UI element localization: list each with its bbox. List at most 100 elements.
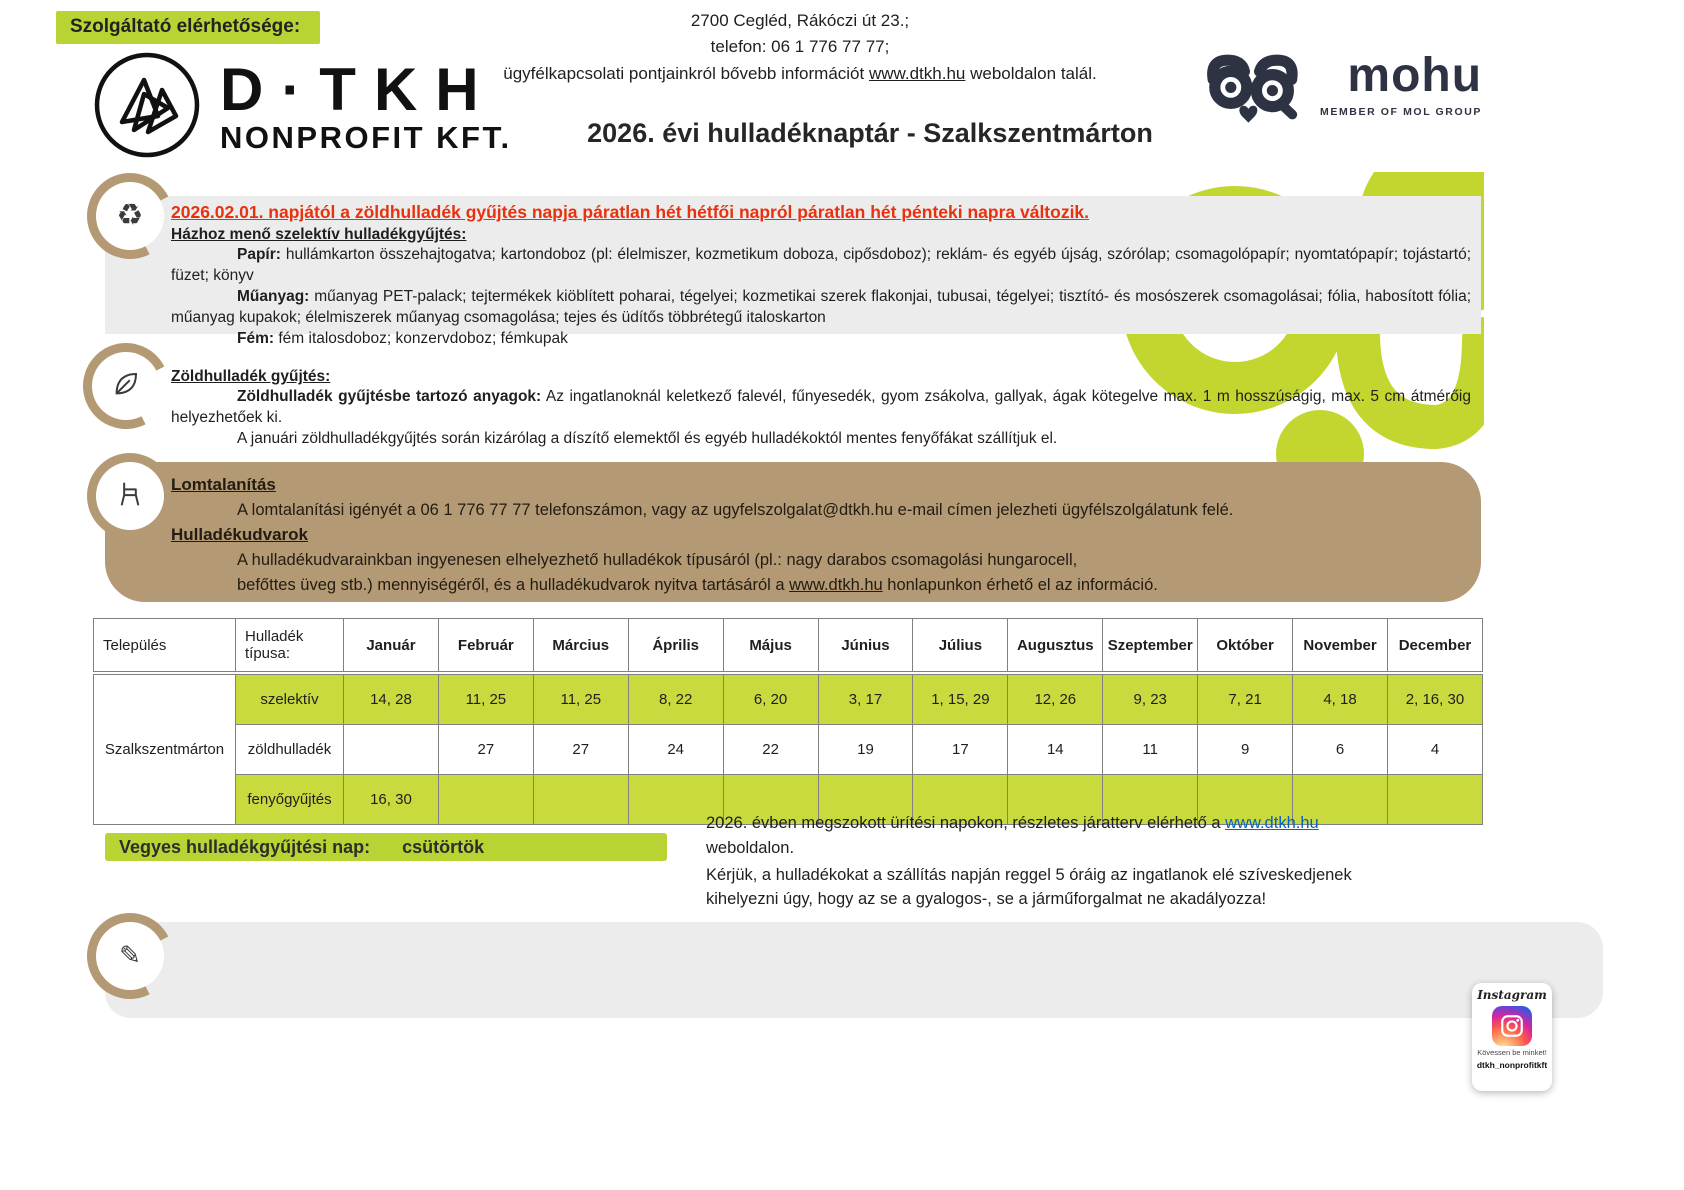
dtkh-logo-title: D·TKH [220, 55, 497, 123]
mohu-owl-icon [1202, 52, 1306, 131]
paper-text: hullámkarton összehajtogatva; kartondobo… [171, 246, 1471, 284]
waste-yards-heading: Hulladékudvarok [171, 525, 308, 545]
chair-medallion [102, 468, 158, 524]
recycle-medallion: ♻ [102, 188, 158, 244]
date-cell: 19 [817, 724, 914, 775]
green-waste-change-alert: 2026.02.01. napjától a zöldhulladék gyűj… [171, 202, 1090, 222]
recycle-icon: ♻ [116, 198, 144, 233]
metal-text: fém italosdoboz; konzervdoboz; fémkupak [274, 330, 568, 348]
date-cell: 11, 25 [437, 672, 534, 725]
provider-info-line: ügyfélkapcsolati pontjainkról bővebb inf… [180, 61, 1420, 87]
date-cell: 6, 20 [722, 672, 819, 725]
mixed-waste-day-bar: Vegyes hulladékgyűjtési nap: csütörtök [105, 833, 667, 861]
plastic-text: műanyag PET-palack; tejtermékek kiöblíte… [171, 288, 1471, 326]
date-cell [912, 774, 1009, 825]
col-header-month: November [1292, 618, 1388, 675]
provider-address: 2700 Cegléd, Rákóczi út 23.; [690, 11, 910, 30]
instagram-icon[interactable] [1492, 1006, 1532, 1046]
waste-yards-line2: befőttes üveg stb.) mennyiségéről, és a … [171, 573, 1469, 598]
date-cell [437, 774, 534, 825]
green-waste-lead-label: Zöldhulladék gyűjtésbe tartozó anyagok: [237, 388, 542, 405]
date-cell [1007, 774, 1104, 825]
dtkh-website-link-footer[interactable]: www.dtkh.hu [868, 63, 966, 83]
date-cell: 4, 18 [1292, 672, 1388, 725]
col-header-month: Május [722, 618, 819, 675]
mohu-tagline: MEMBER OF MOL GROUP [1320, 106, 1483, 118]
note-placement: Kérjük, a hulladékokat a szállítás napjá… [706, 865, 1352, 909]
note-route-plan: 2026. évben megszokott ürítési napokon, … [706, 811, 1412, 861]
waste-type-cell: zöldhulladék [235, 724, 344, 775]
instagram-card[interactable]: Instagram Kövessen be minket! dtkh_nonpr… [1472, 983, 1552, 1091]
date-cell: 16, 30 [343, 774, 439, 825]
selective-row: Szalkszentmárton szelektív 14, 28 11, 25… [93, 672, 1484, 825]
date-cell: 4 [1386, 724, 1484, 775]
col-header-month: Június [817, 618, 914, 675]
date-cell: 2, 16, 30 [1386, 672, 1484, 725]
date-cell: 27 [532, 724, 629, 775]
dtkh-website-link-note[interactable]: www.dtkh.hu [1225, 814, 1319, 832]
col-header-month: Április [627, 618, 724, 675]
date-cell: 14 [1007, 724, 1104, 775]
selective-heading: Házhoz menő szelektív hulladékgyűjtés: [171, 226, 467, 243]
date-cell [1292, 774, 1388, 825]
bulky-heading: Lomtalanítás [171, 475, 276, 494]
date-cell [343, 724, 439, 775]
chair-icon [116, 480, 144, 513]
instagram-follow-text: Kövessen be minket! [1477, 1048, 1547, 1057]
date-cell: 7, 21 [1197, 672, 1294, 725]
mixed-waste-day-value: csütörtök [402, 836, 485, 857]
date-cell [532, 774, 629, 825]
dtkh-website-link-tan[interactable]: www.dtkh.hu [789, 575, 883, 594]
metal-label: Fém: [237, 330, 275, 348]
paper-label: Papír: [237, 246, 281, 263]
date-cell: 12, 26 [1007, 672, 1104, 725]
pencil-medallion: ✎ [102, 928, 158, 984]
col-header-month: Március [532, 618, 629, 675]
date-cell [1386, 774, 1484, 825]
collection-calendar-table: Település Hulladék típusa: Január Februá… [93, 618, 1484, 825]
settlement-cell: Szalkszentmárton [93, 672, 236, 825]
date-cell: 6 [1292, 724, 1388, 775]
date-cell: 11 [1102, 724, 1199, 775]
date-cell: 9, 23 [1102, 672, 1199, 725]
date-cell [722, 774, 819, 825]
waste-yards-line1: A hulladékudvarainkban ingyenesen elhely… [237, 550, 1078, 569]
page-title: 2026. évi hulladéknaptár - Szalkszentmár… [587, 118, 1153, 148]
col-header-month: Augusztus [1007, 618, 1104, 675]
date-cell: 22 [722, 724, 819, 775]
col-header-month: Február [437, 618, 534, 675]
provider-contact-section [105, 922, 1603, 1018]
mohu-wordmark: mohu [1347, 49, 1483, 102]
green-waste-lead: Zöldhulladék gyűjtésbe tartozó anyagok: … [171, 387, 1471, 428]
date-cell: 9 [1197, 724, 1294, 775]
provider-info-post: weboldalon talál. [965, 63, 1097, 83]
date-cell [817, 774, 914, 825]
waste-yards-line2-post: honlapunkon érhető el az információ. [882, 575, 1158, 594]
pencil-icon: ✎ [119, 941, 141, 971]
col-header-waste-type: Hulladék típusa: [235, 618, 344, 675]
selective-section: 2026.02.01. napjától a zöldhulladék gyűj… [105, 196, 1481, 347]
leaf-icon [111, 369, 141, 404]
provider-contact-text: 2700 Cegléd, Rákóczi út 23.; telefon: 06… [180, 8, 1420, 87]
dtkh-logo-icon [92, 50, 202, 165]
pine-collection-row: fenyőgyűjtés 16, 30 [94, 774, 1484, 825]
col-header-month: Július [912, 618, 1009, 675]
provider-contact-badge: Szolgáltató elérhetősége: [56, 11, 321, 44]
date-cell [1197, 774, 1294, 825]
dtkh-logo-subtitle: NONPROFIT KFT. [220, 119, 512, 155]
waste-yards-line2-pre: befőttes üveg stb.) mennyiségéről, és a … [237, 575, 790, 594]
note-route-plan-post: weboldalon. [706, 838, 795, 857]
mohu-logo: mohu MEMBER OF MOL GROUP [1202, 52, 1482, 131]
date-cell: 24 [627, 724, 724, 775]
date-cell: 27 [437, 724, 534, 775]
bulky-text: A lomtalanítási igényét a 06 1 776 77 77… [237, 500, 1234, 519]
mixed-waste-day-label: Vegyes hulladékgyűjtési nap: [119, 836, 371, 857]
col-header-month: Október [1197, 618, 1294, 675]
date-cell: 14, 28 [343, 672, 439, 725]
date-cell: 3, 17 [817, 672, 914, 725]
waste-type-cell: szelektív [235, 672, 344, 725]
leaf-medallion [98, 358, 154, 414]
provider-info-pre: ügyfélkapcsolati pontjainkról bővebb inf… [503, 63, 869, 83]
col-header-month: Szeptember [1102, 618, 1199, 675]
dtkh-logo: D·TKH NONPROFIT KFT. [92, 50, 512, 165]
